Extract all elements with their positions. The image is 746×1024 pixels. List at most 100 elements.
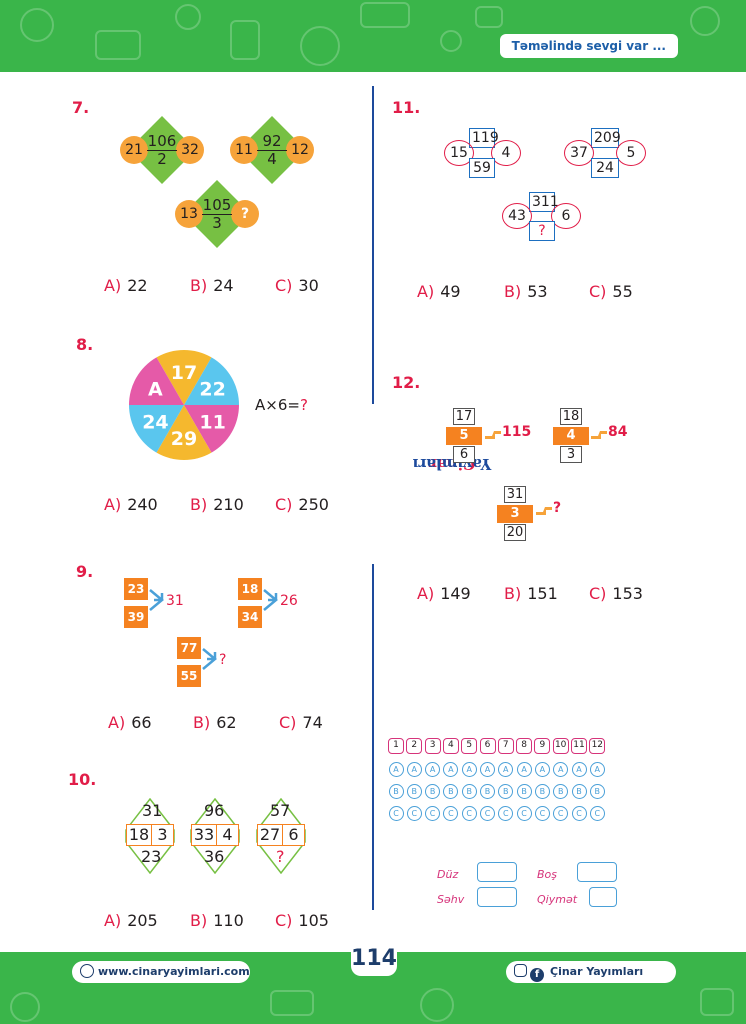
answer-sheet-number: 4 [442,738,459,754]
q9-result-2: 26 [280,593,298,609]
q7-answer-a[interactable]: A) 22 [104,276,148,295]
answer-bubble-c[interactable]: C [571,806,587,821]
q10-answer-b[interactable]: B) 110 [190,911,244,930]
footer-social[interactable]: f Çinar Yayımları [506,961,676,983]
answer-bubble-c[interactable]: C [498,806,514,821]
q10-answer-c[interactable]: C) 105 [275,911,329,930]
answer-sheet-number: 12 [589,738,606,754]
q12-result-3: ? [553,500,562,516]
q8-answer-b[interactable]: B) 210 [190,495,244,514]
globe-icon [80,964,94,978]
answer-sheet-number: 5 [461,738,478,754]
column-divider-top [372,86,374,404]
answer-bubble-b[interactable]: B [443,784,459,799]
q8-answer-a[interactable]: A) 240 [104,495,158,514]
answer-bubble-c[interactable]: C [461,806,477,821]
q12-answer-a[interactable]: A) 149 [417,584,471,603]
q8-number: 8. [76,335,94,354]
answer-bubble-a[interactable]: A [480,762,495,777]
q9-box-bottom-1: 39 [124,606,148,628]
q8-pie-slice [129,357,184,405]
q10-answer-a[interactable]: A) 205 [104,911,158,930]
q12-bottom-3: 20 [504,524,526,541]
q11-left-3: 43 [502,203,532,229]
answer-sheet-number: 3 [424,738,441,754]
answer-bubble-a[interactable]: A [571,762,587,777]
answer-bubble-c[interactable]: C [480,806,495,821]
q10-bottom-3: ? [276,847,285,866]
q9-arrow-1 [149,589,164,611]
q11-right-1: 4 [491,140,521,166]
q7-fraction-1: 106 2 [147,132,177,168]
answer-bubble-b[interactable]: B [498,784,514,799]
answer-bubble-a[interactable]: A [516,762,532,777]
answer-bubble-c[interactable]: C [425,806,441,821]
q9-result-3: ? [219,652,227,668]
q12-answer-c[interactable]: C) 153 [589,584,643,603]
q10-right-3: 6 [282,824,305,846]
answer-bubble-a[interactable]: A [443,762,459,777]
answer-bubble-c[interactable]: C [553,806,569,821]
answer-bubble-c[interactable]: C [516,806,532,821]
answer-bubble-b[interactable]: B [388,784,404,799]
answer-bubble-b[interactable]: B [425,784,441,799]
answer-bubble-b[interactable]: B [516,784,532,799]
answer-bubble-a[interactable]: A [534,762,550,777]
answer-bubble-b[interactable]: B [534,784,550,799]
q8-pie-slice [184,357,239,405]
answer-bubble-b[interactable]: B [553,784,569,799]
q12-mid-1: 5 [446,427,482,445]
q11-answer-b[interactable]: B) 53 [504,282,548,301]
page-number: 114 [351,940,397,976]
q11-right-3: 6 [551,203,581,229]
q9-box-bottom-3: 55 [177,665,201,687]
score-field-sehv[interactable] [477,887,517,907]
answer-bubble-b[interactable]: B [571,784,587,799]
q8-pie-label: 22 [199,379,225,401]
q7-circle-left-2: 11 [230,136,258,164]
q12-top-3: 31 [504,486,526,503]
answer-bubble-c[interactable]: C [443,806,459,821]
q11-top-3: 311 [529,192,559,212]
q12-answer-b[interactable]: B) 151 [504,584,558,603]
q12-hand-icon-3 [536,507,552,515]
answer-bubble-b[interactable]: B [406,784,422,799]
answer-bubble-c[interactable]: C [534,806,550,821]
answer-bubble-a[interactable]: A [589,762,605,777]
answer-bubble-c[interactable]: C [589,806,605,821]
answer-bubble-a[interactable]: A [461,762,477,777]
answer-sheet-number: 2 [406,738,423,754]
answer-bubble-a[interactable]: A [498,762,514,777]
q9-answer-a[interactable]: A) 66 [108,713,152,732]
answer-bubble-c[interactable]: C [388,806,404,821]
answer-bubble-b[interactable]: B [461,784,477,799]
answer-bubble-c[interactable]: C [406,806,422,821]
answer-bubble-a[interactable]: A [553,762,569,777]
score-field-bos[interactable] [577,862,617,882]
answer-sheet-number: 11 [571,738,587,754]
q7-answer-c[interactable]: C) 30 [275,276,319,295]
q9-answer-b[interactable]: B) 62 [193,713,237,732]
answer-bubble-a[interactable]: A [406,762,422,777]
score-field-qiymet[interactable] [589,887,617,907]
q9-box-bottom-2: 34 [238,606,262,628]
q11-right-2: 5 [616,140,646,166]
q8-answer-c[interactable]: C) 250 [275,495,329,514]
q7-answer-b[interactable]: B) 24 [190,276,234,295]
q9-answer-c[interactable]: C) 74 [279,713,323,732]
q10-top-1: 31 [142,801,163,820]
q12-bottom-2: 3 [560,446,582,463]
answer-bubble-b[interactable]: B [480,784,495,799]
answer-sheet-number: 9 [534,738,551,754]
footer-website[interactable]: www.cinaryayimlari.com [72,961,250,983]
q8-equation: A×6=? [255,396,308,414]
q11-answer-a[interactable]: A) 49 [417,282,461,301]
q9-result-1: 31 [166,593,184,609]
answer-bubble-a[interactable]: A [388,762,404,777]
facebook-icon: f [530,968,544,982]
answer-bubble-b[interactable]: B [589,784,605,799]
q11-answer-c[interactable]: C) 55 [589,282,633,301]
score-field-duz[interactable] [477,862,517,882]
q12-top-2: 18 [560,408,582,425]
answer-bubble-a[interactable]: A [425,762,441,777]
